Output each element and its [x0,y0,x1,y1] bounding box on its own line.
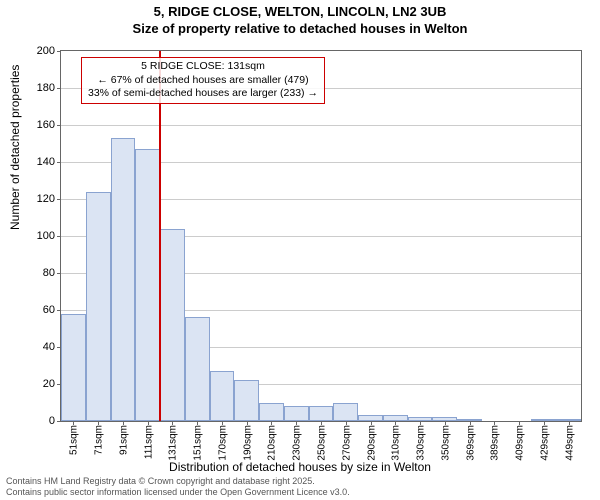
xtick-label: 270sqm [339,425,352,461]
histogram-bar [61,314,86,421]
xtick-label: 389sqm [488,425,501,461]
xtick-label: 71sqm [92,425,105,455]
histogram-bar [284,406,309,421]
footer-line-2: Contains public sector information licen… [6,487,350,498]
xtick-label: 350sqm [438,425,451,461]
ytick-label: 200 [37,45,61,57]
histogram-bar [309,406,334,421]
histogram-bar [160,229,185,421]
xtick-label: 310sqm [389,425,402,461]
xtick-label: 170sqm [215,425,228,461]
page-title: 5, RIDGE CLOSE, WELTON, LINCOLN, LN2 3UB [0,0,600,21]
xtick-label: 91sqm [116,425,129,455]
histogram-bar [86,192,111,421]
gridline [61,125,581,126]
ytick-label: 140 [37,156,61,168]
y-axis-label: Number of detached properties [8,65,22,230]
annotation-line: ← 67% of detached houses are smaller (47… [88,74,318,88]
xtick-label: 111sqm [141,425,154,459]
ytick-label: 40 [43,341,61,353]
histogram-bar [135,149,160,421]
annotation-box: 5 RIDGE CLOSE: 131sqm← 67% of detached h… [81,57,325,104]
reference-line [159,51,161,421]
xtick-label: 51sqm [67,425,80,455]
ytick-label: 160 [37,119,61,131]
chart-container: 5, RIDGE CLOSE, WELTON, LINCOLN, LN2 3UB… [0,0,600,500]
ytick-label: 120 [37,193,61,205]
xtick-label: 230sqm [290,425,303,461]
xtick-label: 290sqm [364,425,377,461]
ytick-label: 20 [43,378,61,390]
xtick-label: 131sqm [166,425,179,461]
xtick-label: 210sqm [265,425,278,461]
xtick-label: 151sqm [191,425,204,461]
ytick-label: 0 [49,415,61,427]
annotation-line: 33% of semi-detached houses are larger (… [88,87,318,101]
histogram-bar [333,403,358,422]
histogram-bar [259,403,284,422]
x-axis-label: Distribution of detached houses by size … [0,460,600,474]
ytick-label: 80 [43,267,61,279]
histogram-bar [210,371,235,421]
footer-attribution: Contains HM Land Registry data © Crown c… [6,476,350,498]
page-subtitle: Size of property relative to detached ho… [0,21,600,38]
ytick-label: 100 [37,230,61,242]
annotation-line: 5 RIDGE CLOSE: 131sqm [88,60,318,74]
histogram-bar [185,317,210,421]
xtick-label: 250sqm [315,425,328,461]
histogram-bar [111,138,136,421]
xtick-label: 449sqm [562,425,575,461]
xtick-label: 369sqm [463,425,476,461]
histogram-bar [234,380,259,421]
xtick-label: 330sqm [414,425,427,461]
xtick-label: 409sqm [513,425,526,461]
plot-area: 02040608010012014016018020051sqm71sqm91s… [60,50,582,422]
ytick-label: 180 [37,82,61,94]
ytick-label: 60 [43,304,61,316]
xtick-label: 190sqm [240,425,253,461]
xtick-label: 429sqm [537,425,550,461]
footer-line-1: Contains HM Land Registry data © Crown c… [6,476,350,487]
